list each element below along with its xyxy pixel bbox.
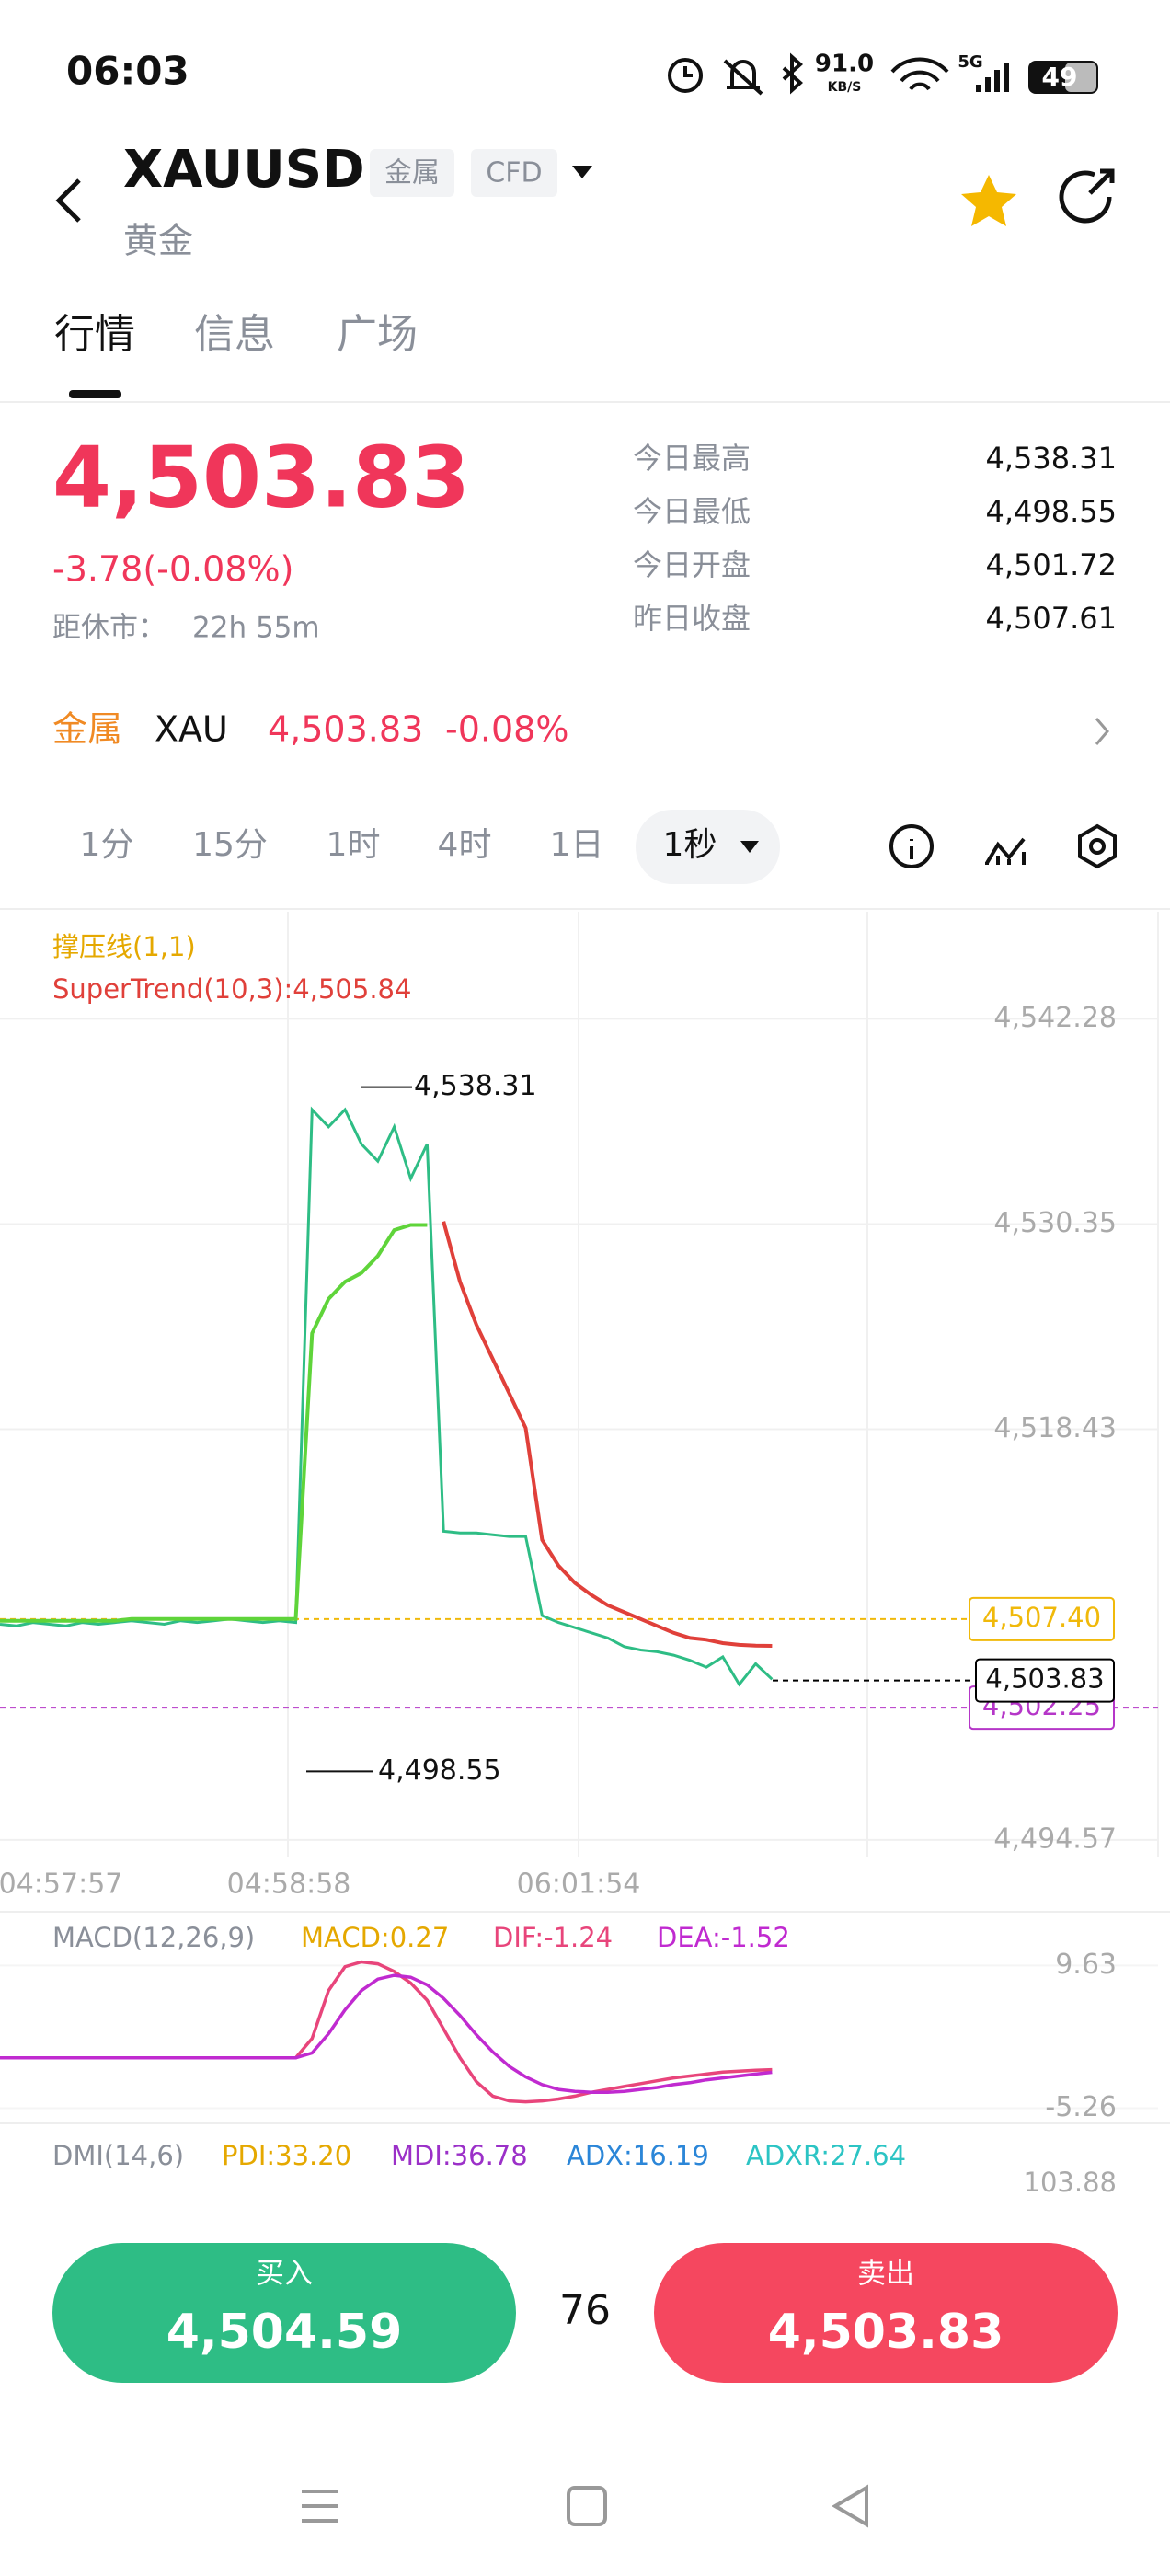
buy-button[interactable] bbox=[52, 2243, 516, 2383]
x-tick-label: 04:58:58 bbox=[227, 1869, 351, 1901]
dea-value: DEA:-1.52 bbox=[657, 1922, 790, 1953]
tag: 金属 bbox=[384, 157, 440, 190]
dropdown-arrow[interactable] bbox=[572, 166, 592, 178]
battery-empty bbox=[1065, 63, 1096, 92]
stat-value: 4,501.72 bbox=[986, 547, 1118, 582]
favorite-star[interactable] bbox=[961, 175, 1016, 226]
y-tick-label: 4,494.57 bbox=[993, 1823, 1117, 1855]
net-speed: 91.0 bbox=[815, 51, 874, 78]
price-line bbox=[0, 1106, 774, 1687]
net-unit: KB/S bbox=[828, 80, 862, 95]
supertrend-line bbox=[0, 1223, 428, 1623]
signal-type: 5G bbox=[958, 52, 982, 72]
adxr-value: ADXR:27.64 bbox=[746, 2140, 906, 2171]
related-code[interactable]: XAU bbox=[155, 709, 228, 750]
adx-value: ADX:16.19 bbox=[567, 2140, 709, 2171]
dropdown-arrow[interactable] bbox=[740, 841, 759, 853]
status-icons bbox=[668, 52, 1009, 96]
level-label: 4,507.40 bbox=[982, 1602, 1101, 1633]
chevron[interactable] bbox=[1095, 718, 1109, 745]
clock: 06:03 bbox=[66, 49, 189, 94]
stat-value: 4,538.31 bbox=[986, 441, 1118, 476]
level-box bbox=[975, 1658, 1115, 1703]
price-change: -3.78(-0.08%) bbox=[52, 549, 293, 590]
buy-price: 4,504.59 bbox=[166, 2305, 403, 2360]
instrument-name: 黄金 bbox=[123, 221, 193, 261]
stat-label: 今日开盘 bbox=[633, 547, 751, 582]
close-label: 距休市： bbox=[52, 612, 166, 645]
y-tick-label: 4,530.35 bbox=[993, 1207, 1117, 1239]
intervals: 1分 15分 1时 4时 1日 1秒 bbox=[80, 826, 717, 864]
sell-label: 卖出 bbox=[857, 2258, 914, 2291]
tag-bg bbox=[370, 149, 454, 197]
pdi-value: PDI:33.20 bbox=[222, 2140, 351, 2171]
low-label: 4,498.55 bbox=[378, 1754, 501, 1787]
interval[interactable]: 4时 bbox=[438, 826, 492, 864]
sell-button[interactable] bbox=[654, 2243, 1118, 2383]
dmi-title: DMI(14,6) bbox=[52, 2140, 184, 2171]
stat-value: 4,498.55 bbox=[986, 494, 1118, 529]
dif-value: DIF:-1.24 bbox=[493, 1922, 613, 1953]
y-tick-label: 9.63 bbox=[1055, 1949, 1117, 1981]
y-tick-label: 4,518.43 bbox=[993, 1412, 1117, 1444]
battery-level: 49 bbox=[1042, 62, 1078, 92]
stat-label: 昨日收盘 bbox=[633, 601, 751, 636]
buy-label: 买入 bbox=[256, 2258, 313, 2291]
tab[interactable]: 信息 bbox=[194, 311, 275, 358]
share-button[interactable] bbox=[1059, 168, 1115, 224]
stat-label: 今日最低 bbox=[633, 494, 751, 529]
related-price: 4,503.83 bbox=[268, 709, 423, 750]
tab[interactable]: 广场 bbox=[337, 311, 418, 358]
last-price: 4,503.83 bbox=[52, 428, 470, 526]
y-tick-label: -5.26 bbox=[1045, 2091, 1117, 2123]
symbol: XAUUSD bbox=[123, 140, 365, 200]
sell-price: 4,503.83 bbox=[768, 2305, 1004, 2360]
interval[interactable]: 1日 bbox=[550, 826, 604, 864]
tab-indicator bbox=[69, 390, 121, 398]
spread: 76 bbox=[559, 2287, 611, 2334]
macd-chart: 9.63 -5.26 bbox=[0, 1949, 1158, 2123]
stat-label: 今日最高 bbox=[633, 441, 751, 476]
interval[interactable]: 1时 bbox=[327, 826, 381, 864]
price-chart: 4,542.28 4,530.35 4,518.43 4,494.57 04:57:57… bbox=[0, 912, 1159, 1901]
indicator-label: 撑压线(1,1) bbox=[52, 931, 196, 962]
y-tick-label: 4,542.28 bbox=[993, 1002, 1117, 1034]
x-tick-label: 06:01:54 bbox=[517, 1869, 641, 1901]
mdi-value: MDI:36.78 bbox=[391, 2140, 528, 2171]
interval-pill[interactable] bbox=[636, 810, 780, 884]
stat-value: 4,507.61 bbox=[986, 601, 1118, 636]
supertrend-label: SuperTrend(10,3):4,505.84 bbox=[52, 973, 411, 1005]
macd-title: MACD(12,26,9) bbox=[52, 1922, 255, 1953]
tab-active[interactable]: 行情 bbox=[54, 311, 135, 358]
back-button[interactable] bbox=[55, 178, 81, 223]
dea-line bbox=[0, 1973, 773, 2094]
interval[interactable]: 1分 bbox=[80, 826, 134, 864]
related-category[interactable]: 金属 bbox=[52, 709, 122, 750]
dif-line bbox=[0, 1960, 773, 2104]
interval[interactable]: 15分 bbox=[192, 826, 268, 864]
level-box bbox=[969, 1596, 1115, 1641]
supertrend-line bbox=[442, 1221, 773, 1648]
dmi-tick: 103.88 bbox=[1024, 2167, 1117, 2198]
chart-tools[interactable] bbox=[889, 823, 1117, 869]
macd-value: MACD:0.27 bbox=[301, 1922, 449, 1953]
nav-bar[interactable] bbox=[302, 2484, 868, 2528]
related-change: -0.08% bbox=[445, 709, 568, 750]
x-tick-label: 04:57:57 bbox=[0, 1869, 122, 1901]
tag-bg bbox=[471, 149, 557, 197]
high-label: 4,538.31 bbox=[414, 1070, 537, 1102]
close-time: 22h 55m bbox=[192, 612, 320, 645]
interval-active[interactable]: 1秒 bbox=[663, 826, 717, 864]
stats: 今日最高 4,538.31 今日最低 4,498.55 今日开盘 4,501.72 昨日收盘… bbox=[633, 441, 1117, 636]
level-label: 4,503.83 bbox=[985, 1663, 1104, 1695]
tag: CFD bbox=[486, 157, 542, 190]
